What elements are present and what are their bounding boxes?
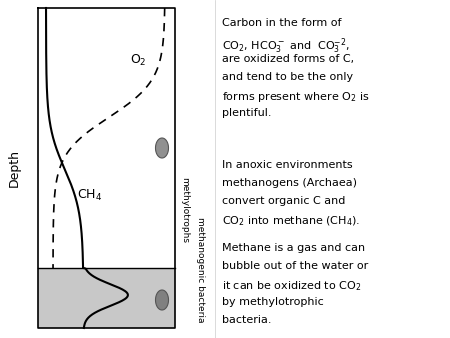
Text: convert organic C and: convert organic C and <box>222 196 346 206</box>
Text: methylotrophs: methylotrophs <box>180 177 189 243</box>
Text: are oxidized forms of C,: are oxidized forms of C, <box>222 54 354 64</box>
Text: Methane is a gas and can: Methane is a gas and can <box>222 243 365 253</box>
Text: CO$_2$, HCO$_3^-$ and  CO$_3^{-2}$,: CO$_2$, HCO$_3^-$ and CO$_3^{-2}$, <box>222 36 350 55</box>
Text: bacteria.: bacteria. <box>222 315 271 325</box>
Text: bubble out of the water or: bubble out of the water or <box>222 261 368 271</box>
Text: In anoxic environments: In anoxic environments <box>222 160 353 170</box>
Polygon shape <box>156 290 168 310</box>
Text: O$_2$: O$_2$ <box>130 52 146 68</box>
Text: by methylotrophic: by methylotrophic <box>222 297 324 307</box>
Text: and tend to be the only: and tend to be the only <box>222 72 353 82</box>
Bar <box>38 268 175 328</box>
Text: CH$_4$: CH$_4$ <box>77 188 103 202</box>
Text: forms present where O$_2$ is: forms present where O$_2$ is <box>222 90 369 104</box>
Text: Depth: Depth <box>8 149 21 187</box>
Text: CO$_2$ into methane (CH$_4$).: CO$_2$ into methane (CH$_4$). <box>222 214 360 227</box>
Text: it can be oxidized to CO$_2$: it can be oxidized to CO$_2$ <box>222 279 361 293</box>
Text: methanogens (Archaea): methanogens (Archaea) <box>222 178 357 188</box>
Polygon shape <box>156 138 168 158</box>
Text: plentiful.: plentiful. <box>222 108 271 118</box>
Text: Carbon in the form of: Carbon in the form of <box>222 18 342 28</box>
Text: methanogenic bacteria: methanogenic bacteria <box>195 217 204 323</box>
